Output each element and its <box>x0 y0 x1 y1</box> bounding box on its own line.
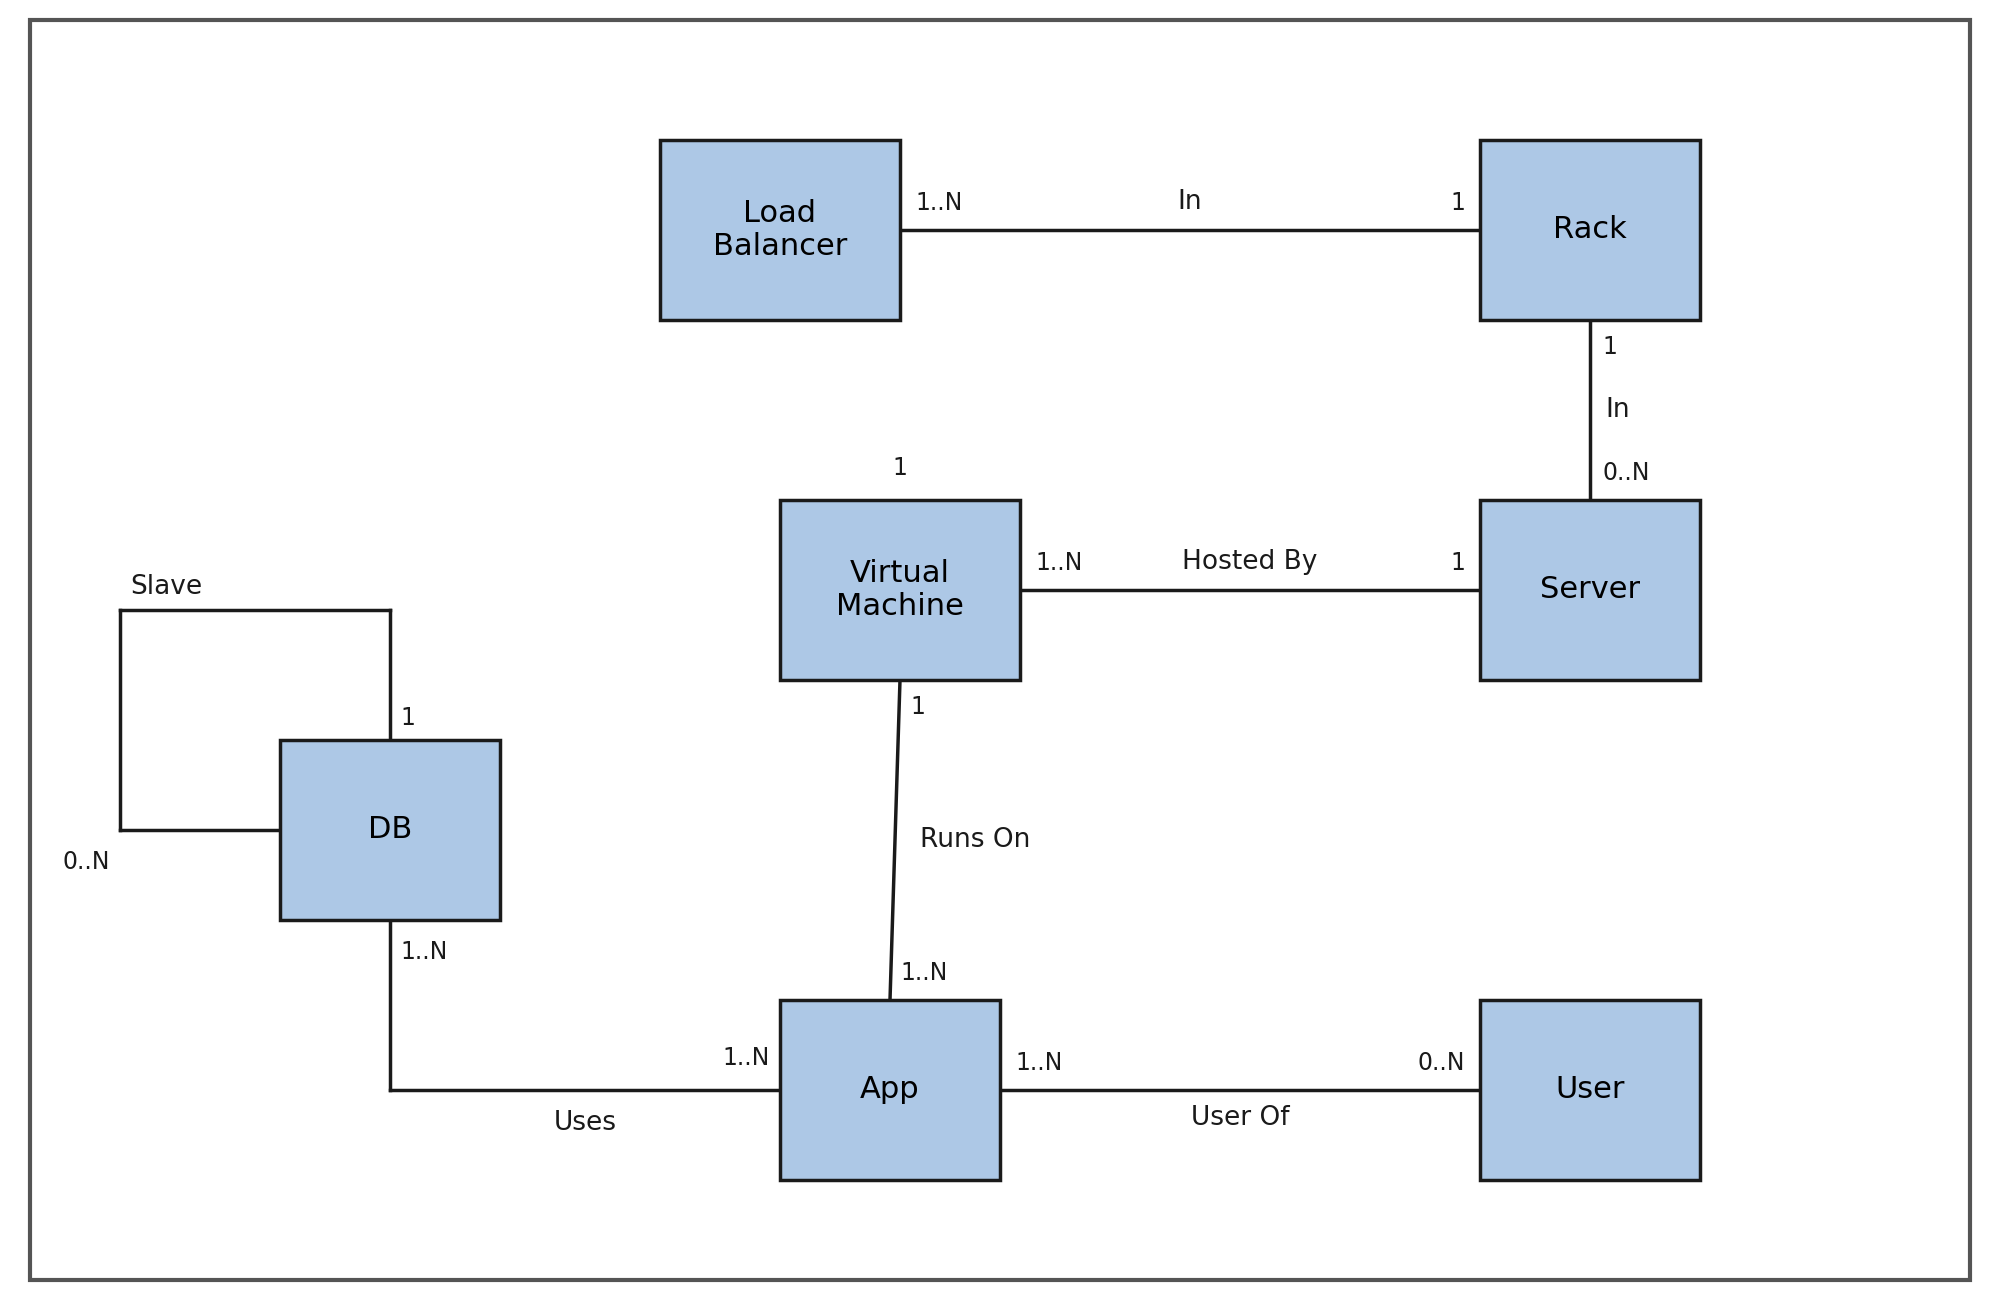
Bar <box>780 1000 1000 1180</box>
Text: 0..N: 0..N <box>62 850 110 874</box>
Text: Hosted By: Hosted By <box>1182 549 1318 575</box>
Text: In: In <box>1178 188 1202 215</box>
Text: 1: 1 <box>1450 551 1464 575</box>
Text: 1: 1 <box>1450 191 1464 214</box>
Text: Uses: Uses <box>554 1110 616 1136</box>
Bar <box>280 740 500 920</box>
Text: 1..N: 1..N <box>900 961 948 985</box>
Text: 1..N: 1..N <box>916 191 962 214</box>
Text: 1..N: 1..N <box>722 1046 770 1070</box>
Text: 1: 1 <box>910 696 924 719</box>
Bar <box>1480 1000 1700 1180</box>
Text: 0..N: 0..N <box>1602 462 1650 485</box>
Text: User Of: User Of <box>1190 1105 1290 1131</box>
Text: User: User <box>1556 1075 1624 1105</box>
Text: 1: 1 <box>400 706 414 731</box>
Text: Virtual
Machine: Virtual Machine <box>836 559 964 621</box>
Bar <box>1480 140 1700 320</box>
Text: Slave: Slave <box>130 575 202 601</box>
Text: Rack: Rack <box>1554 216 1626 244</box>
Text: App: App <box>860 1075 920 1105</box>
Text: 1..N: 1..N <box>1036 551 1082 575</box>
Text: Runs On: Runs On <box>920 827 1030 853</box>
Text: 1..N: 1..N <box>1016 1050 1062 1075</box>
Bar <box>1480 500 1700 680</box>
Bar <box>660 140 900 320</box>
Text: 0..N: 0..N <box>1418 1050 1464 1075</box>
Text: Load
Balancer: Load Balancer <box>712 199 848 261</box>
Text: 1: 1 <box>1602 335 1616 359</box>
Text: DB: DB <box>368 815 412 845</box>
Bar <box>780 500 1020 680</box>
Text: In: In <box>1604 396 1630 422</box>
Text: Server: Server <box>1540 576 1640 604</box>
Text: 1: 1 <box>892 456 908 480</box>
Text: 1..N: 1..N <box>400 940 448 965</box>
